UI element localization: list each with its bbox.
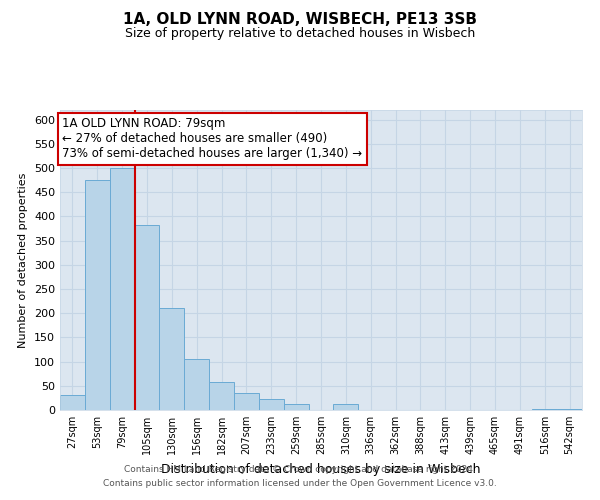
- Bar: [284, 404, 308, 410]
- Bar: [334, 404, 358, 410]
- Bar: [110, 168, 134, 410]
- Bar: [234, 393, 259, 410]
- Text: Size of property relative to detached houses in Wisbech: Size of property relative to detached ho…: [125, 28, 475, 40]
- Bar: [134, 224, 160, 410]
- Text: 1A OLD LYNN ROAD: 79sqm
← 27% of detached houses are smaller (490)
73% of semi-d: 1A OLD LYNN ROAD: 79sqm ← 27% of detache…: [62, 118, 362, 160]
- Bar: [532, 409, 557, 410]
- Bar: [184, 359, 209, 410]
- Bar: [160, 308, 184, 410]
- Y-axis label: Number of detached properties: Number of detached properties: [19, 172, 28, 348]
- Text: 1A, OLD LYNN ROAD, WISBECH, PE13 3SB: 1A, OLD LYNN ROAD, WISBECH, PE13 3SB: [123, 12, 477, 28]
- Bar: [557, 409, 582, 410]
- X-axis label: Distribution of detached houses by size in Wisbech: Distribution of detached houses by size …: [161, 462, 481, 475]
- Bar: [259, 400, 284, 410]
- Text: Contains HM Land Registry data © Crown copyright and database right 2024.
Contai: Contains HM Land Registry data © Crown c…: [103, 466, 497, 487]
- Bar: [60, 394, 85, 410]
- Bar: [209, 382, 234, 410]
- Bar: [85, 180, 110, 410]
